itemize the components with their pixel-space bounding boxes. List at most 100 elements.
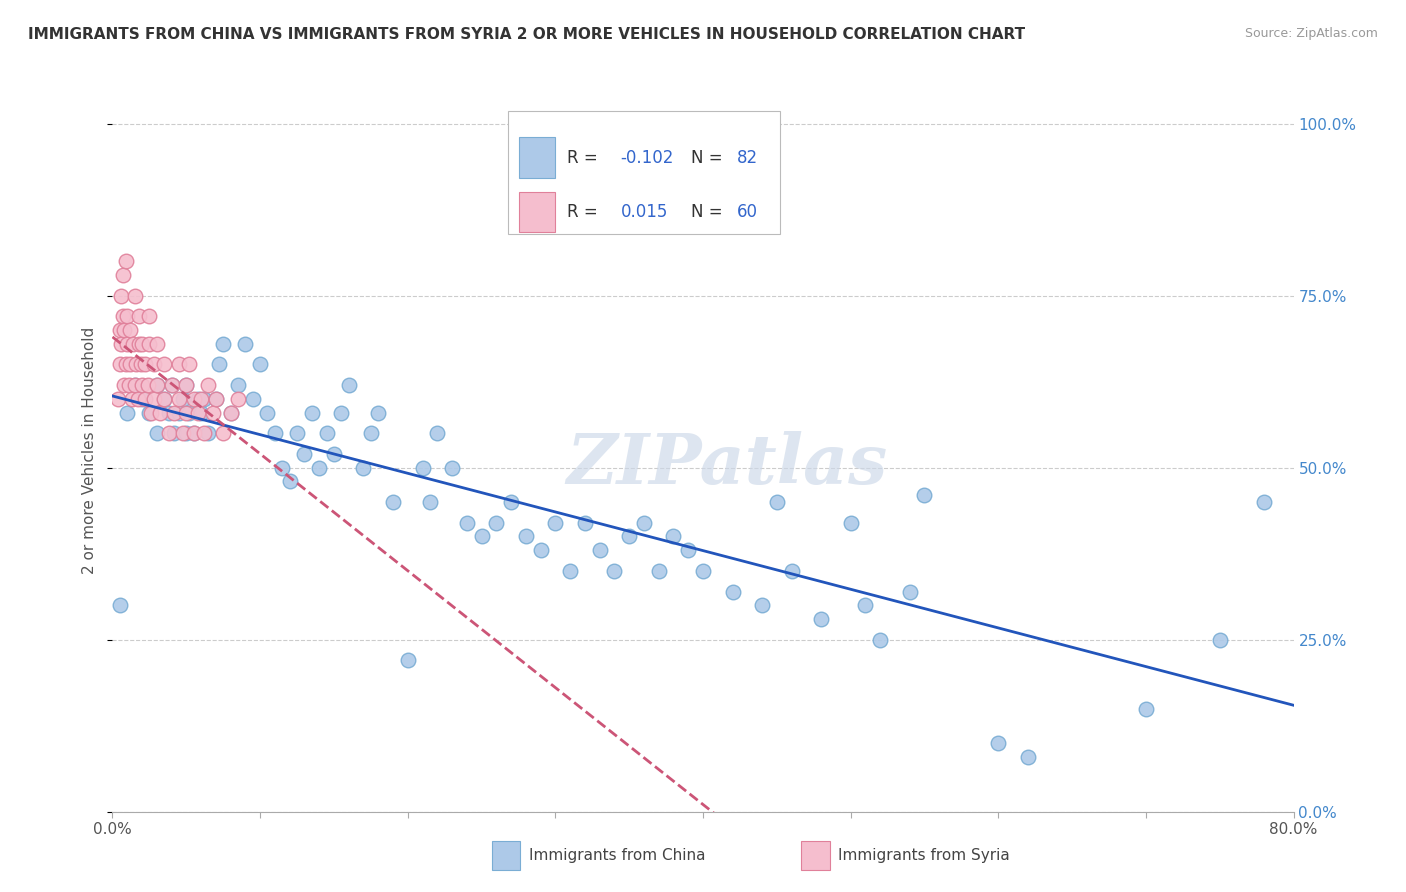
Text: -0.102: -0.102	[620, 149, 673, 167]
Point	[987, 736, 1010, 750]
Point	[212, 336, 235, 351]
Point	[323, 447, 346, 461]
Point	[125, 358, 148, 372]
Point	[134, 358, 156, 372]
Point	[208, 358, 231, 372]
Point	[256, 406, 278, 420]
Point	[242, 392, 264, 406]
Point	[124, 378, 146, 392]
Point	[179, 358, 201, 372]
Point	[226, 392, 249, 406]
Point	[124, 288, 146, 302]
Point	[146, 378, 169, 392]
Point	[114, 358, 136, 372]
Point	[914, 488, 936, 502]
Point	[114, 254, 136, 268]
Point	[108, 358, 131, 372]
Point	[127, 392, 149, 406]
Point	[839, 516, 862, 530]
Point	[138, 310, 160, 324]
Point	[167, 406, 190, 420]
Point	[249, 358, 271, 372]
Point	[120, 358, 142, 372]
Point	[174, 378, 197, 392]
Point	[183, 426, 205, 441]
Point	[810, 612, 832, 626]
Point	[134, 392, 156, 406]
Point	[337, 378, 360, 392]
Point	[1208, 632, 1232, 647]
Point	[131, 392, 153, 406]
Point	[264, 426, 287, 441]
Point	[197, 378, 219, 392]
Point	[124, 378, 146, 392]
Point	[183, 392, 205, 406]
Point	[117, 406, 138, 420]
Point	[118, 378, 141, 392]
Point	[167, 358, 190, 372]
Point	[179, 406, 201, 420]
Point	[574, 516, 596, 530]
Text: Immigrants from Syria: Immigrants from Syria	[838, 848, 1010, 863]
Point	[174, 426, 197, 441]
Point	[128, 310, 150, 324]
Point	[112, 323, 135, 337]
Text: Immigrants from China: Immigrants from China	[529, 848, 706, 863]
Point	[330, 406, 353, 420]
Text: R =: R =	[567, 202, 603, 220]
Point	[121, 392, 143, 406]
Point	[633, 516, 655, 530]
Point	[285, 426, 308, 441]
Text: 82: 82	[737, 149, 758, 167]
Point	[515, 529, 537, 543]
Text: 0.015: 0.015	[620, 202, 668, 220]
Text: Source: ZipAtlas.com: Source: ZipAtlas.com	[1244, 27, 1378, 40]
Bar	[519, 137, 554, 178]
Point	[529, 543, 551, 558]
Point	[619, 529, 641, 543]
Point	[153, 392, 176, 406]
Point	[780, 564, 803, 578]
Point	[456, 516, 478, 530]
Point	[153, 392, 176, 406]
Point	[1017, 749, 1039, 764]
Point	[233, 336, 256, 351]
Point	[869, 632, 891, 647]
Point	[131, 378, 153, 392]
Point	[138, 336, 160, 351]
Point	[766, 495, 789, 509]
Point	[193, 392, 215, 406]
Point	[187, 406, 209, 420]
Point	[855, 599, 877, 613]
Point	[136, 378, 159, 392]
Point	[157, 426, 180, 441]
Point	[360, 426, 382, 441]
Point	[111, 268, 134, 282]
Point	[426, 426, 449, 441]
Point	[278, 475, 301, 489]
Point	[120, 323, 142, 337]
Point	[396, 653, 419, 667]
Point	[193, 426, 215, 441]
Point	[205, 392, 228, 406]
Point	[501, 495, 523, 509]
Point	[219, 406, 242, 420]
FancyBboxPatch shape	[508, 111, 780, 234]
Point	[441, 460, 464, 475]
Text: IMMIGRANTS FROM CHINA VS IMMIGRANTS FROM SYRIA 2 OR MORE VEHICLES IN HOUSEHOLD C: IMMIGRANTS FROM CHINA VS IMMIGRANTS FROM…	[28, 27, 1025, 42]
Point	[163, 426, 186, 441]
Point	[603, 564, 626, 578]
Point	[110, 288, 132, 302]
Point	[160, 378, 183, 392]
Point	[157, 406, 180, 420]
Point	[197, 426, 219, 441]
Point	[160, 378, 183, 392]
Point	[183, 426, 205, 441]
Point	[1253, 495, 1275, 509]
Point	[138, 406, 160, 420]
Point	[588, 543, 610, 558]
Point	[146, 378, 169, 392]
Point	[172, 392, 194, 406]
Text: 60: 60	[737, 202, 758, 220]
Point	[129, 358, 152, 372]
